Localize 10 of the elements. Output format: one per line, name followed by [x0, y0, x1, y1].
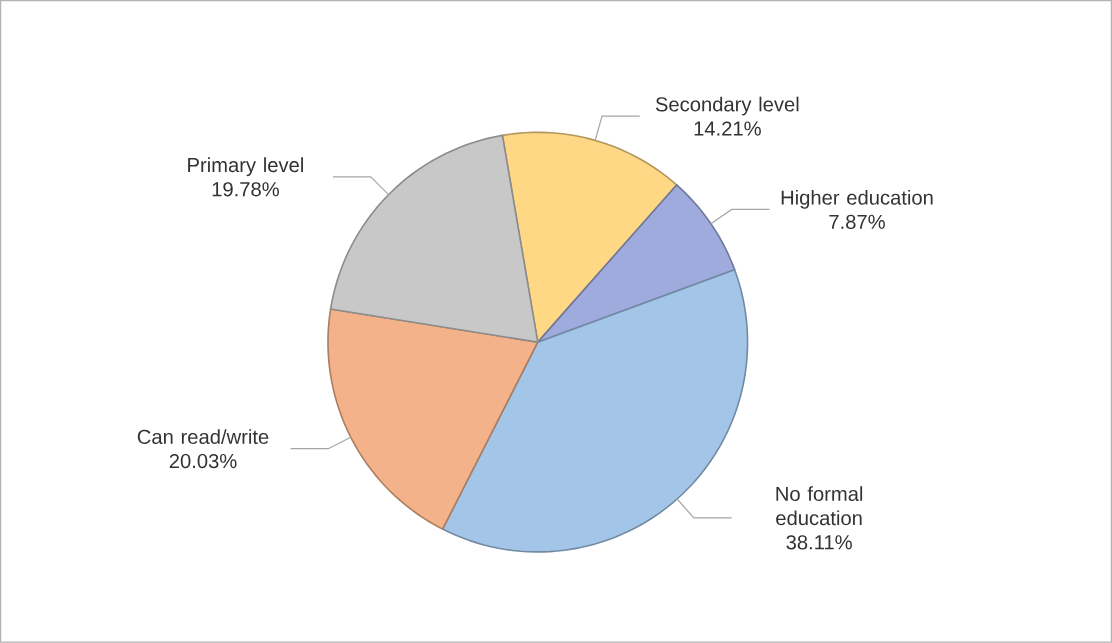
slice-label: No formal education — [776, 486, 863, 526]
slice-label: Higher education — [781, 190, 933, 209]
data-label: 19.78% — [212, 182, 279, 197]
data-label: 14.21% — [694, 121, 761, 136]
data-label: 7.87% — [829, 214, 885, 230]
slice-label: Can read/write — [137, 429, 269, 445]
slice-label: Secondary level — [655, 96, 799, 116]
data-label: 20.03% — [169, 454, 237, 469]
slice-label: Primary level — [188, 157, 303, 177]
data-label: 38.11% — [786, 535, 852, 550]
